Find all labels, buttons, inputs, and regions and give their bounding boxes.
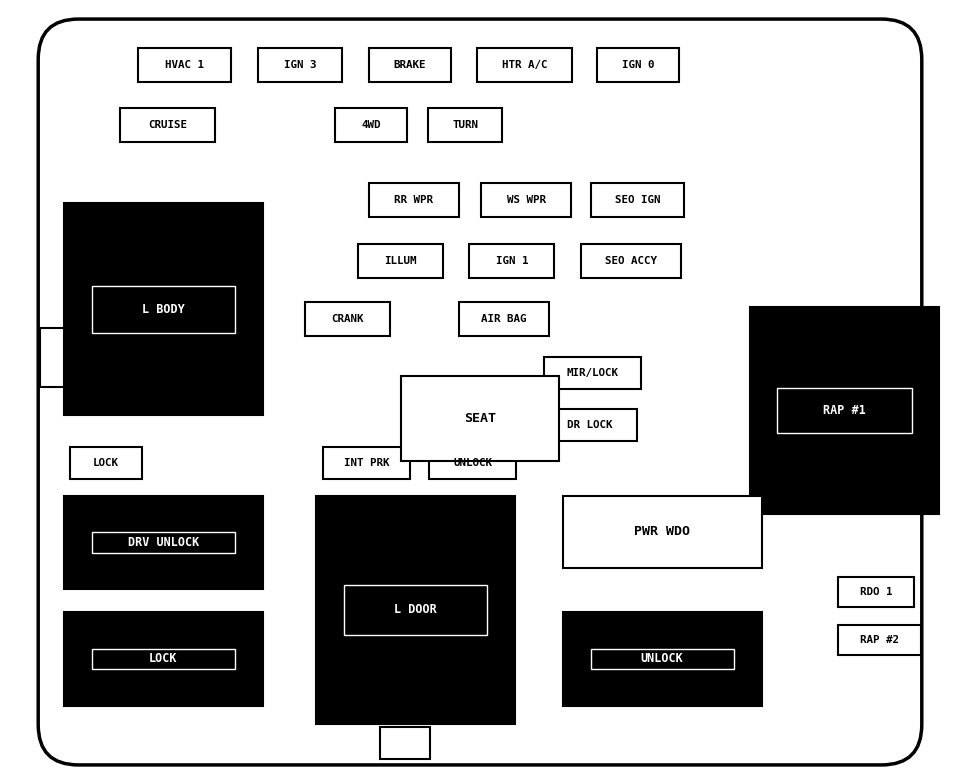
Bar <box>838 625 921 655</box>
Bar <box>750 307 939 514</box>
Text: IGN 1: IGN 1 <box>495 256 528 266</box>
Text: IGN 0: IGN 0 <box>622 60 654 70</box>
Text: DR LOCK: DR LOCK <box>567 420 612 430</box>
Text: LOCK: LOCK <box>149 652 178 666</box>
Bar <box>305 302 390 336</box>
Bar <box>563 495 762 568</box>
Bar <box>380 727 430 759</box>
Text: L DOOR: L DOOR <box>394 603 437 616</box>
FancyBboxPatch shape <box>38 19 922 765</box>
Bar <box>316 495 515 724</box>
Bar <box>400 376 560 461</box>
Text: INT PRK: INT PRK <box>344 458 390 468</box>
Text: RAP #1: RAP #1 <box>823 404 866 417</box>
Bar <box>777 388 912 434</box>
Bar <box>481 183 571 217</box>
Text: UNLOCK: UNLOCK <box>641 652 684 666</box>
Text: SEAT: SEAT <box>464 412 496 425</box>
Text: TURN: TURN <box>452 120 478 130</box>
Text: WS WPR: WS WPR <box>507 195 545 205</box>
Bar <box>591 183 684 217</box>
Bar <box>596 48 679 82</box>
Text: ILLUM: ILLUM <box>384 256 417 266</box>
Text: CRANK: CRANK <box>331 314 364 324</box>
Bar <box>543 357 641 389</box>
Bar <box>63 495 263 589</box>
Bar <box>120 108 215 142</box>
Text: UNLOCK: UNLOCK <box>453 458 492 468</box>
Text: RAP #2: RAP #2 <box>860 635 899 645</box>
Bar <box>344 585 487 635</box>
Bar <box>428 108 502 142</box>
Text: LOCK: LOCK <box>93 458 119 468</box>
Bar <box>459 302 549 336</box>
Text: HVAC 1: HVAC 1 <box>165 60 204 70</box>
Text: IGN 3: IGN 3 <box>283 60 316 70</box>
Text: CRUISE: CRUISE <box>148 120 187 130</box>
Bar <box>63 612 263 706</box>
Bar <box>324 447 410 479</box>
Text: MIR/LOCK: MIR/LOCK <box>566 368 618 378</box>
Bar <box>543 409 636 441</box>
Text: RR WPR: RR WPR <box>395 195 433 205</box>
Text: SEO IGN: SEO IGN <box>615 195 660 205</box>
Text: AIR BAG: AIR BAG <box>481 314 527 324</box>
Bar <box>63 203 263 416</box>
Bar <box>429 447 516 479</box>
Text: RDO 1: RDO 1 <box>860 587 893 597</box>
Text: SEO ACCY: SEO ACCY <box>605 256 657 266</box>
Text: BRAKE: BRAKE <box>394 60 426 70</box>
Bar <box>563 612 762 706</box>
Bar <box>477 48 572 82</box>
Text: DRV UNLOCK: DRV UNLOCK <box>128 536 199 549</box>
Bar <box>581 244 682 278</box>
Bar <box>369 48 451 82</box>
Bar <box>70 447 142 479</box>
Text: HTR A/C: HTR A/C <box>502 60 547 70</box>
Bar <box>91 532 235 553</box>
Bar <box>335 108 407 142</box>
Bar <box>590 648 734 670</box>
Bar <box>138 48 231 82</box>
Bar <box>40 328 63 387</box>
Bar <box>358 244 443 278</box>
Text: 4WD: 4WD <box>361 120 380 130</box>
Bar <box>838 577 914 607</box>
Text: PWR WDO: PWR WDO <box>635 525 690 539</box>
Text: L BODY: L BODY <box>142 303 184 316</box>
Bar <box>257 48 343 82</box>
Bar <box>91 286 235 332</box>
Bar <box>369 183 459 217</box>
Bar <box>91 648 235 670</box>
Bar <box>469 244 554 278</box>
